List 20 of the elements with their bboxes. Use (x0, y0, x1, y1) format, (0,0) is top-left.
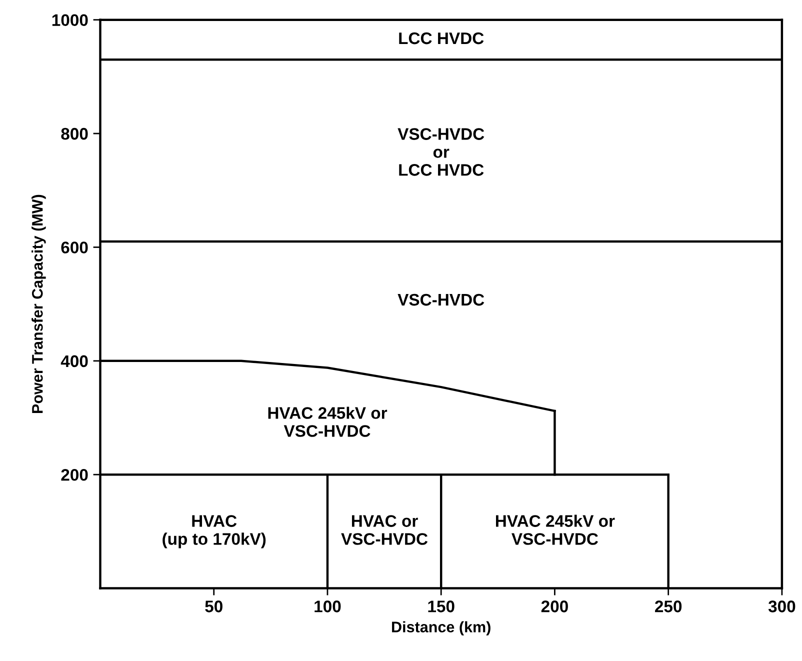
annotation: HVAC 245kV or VSC-HVDC (496, 514, 615, 545)
annotation: VSC-HVDC or LCC HVDC (398, 128, 484, 176)
annotation: LCC HVDC (399, 32, 484, 44)
x-tick-label: 250 (655, 600, 682, 612)
annotation: HVAC or VSC-HVDC (341, 515, 428, 545)
y-tick-label: 200 (61, 469, 88, 481)
annotation: VSC-HVDC (398, 294, 484, 306)
y-tick-label: 400 (60, 355, 88, 368)
y-tick-label: 1000 (52, 14, 88, 26)
x-tick-label: 150 (428, 600, 454, 612)
y-tick-label: 600 (61, 242, 88, 254)
x-axis-title: Distance (km) (392, 621, 490, 636)
y-axis-title: Power Transfer Capacity (MW) (32, 194, 46, 413)
x-tick-label: 300 (768, 600, 796, 612)
y-tick-label: 800 (61, 128, 88, 140)
x-tick-label: 100 (314, 600, 341, 612)
x-tick-label: 200 (541, 600, 568, 612)
annotation: HVAC (up to 170kV) (162, 515, 266, 548)
x-tick-label: 50 (205, 600, 222, 612)
annotation: HVAC 245kV or VSC-HVDC (268, 406, 388, 437)
